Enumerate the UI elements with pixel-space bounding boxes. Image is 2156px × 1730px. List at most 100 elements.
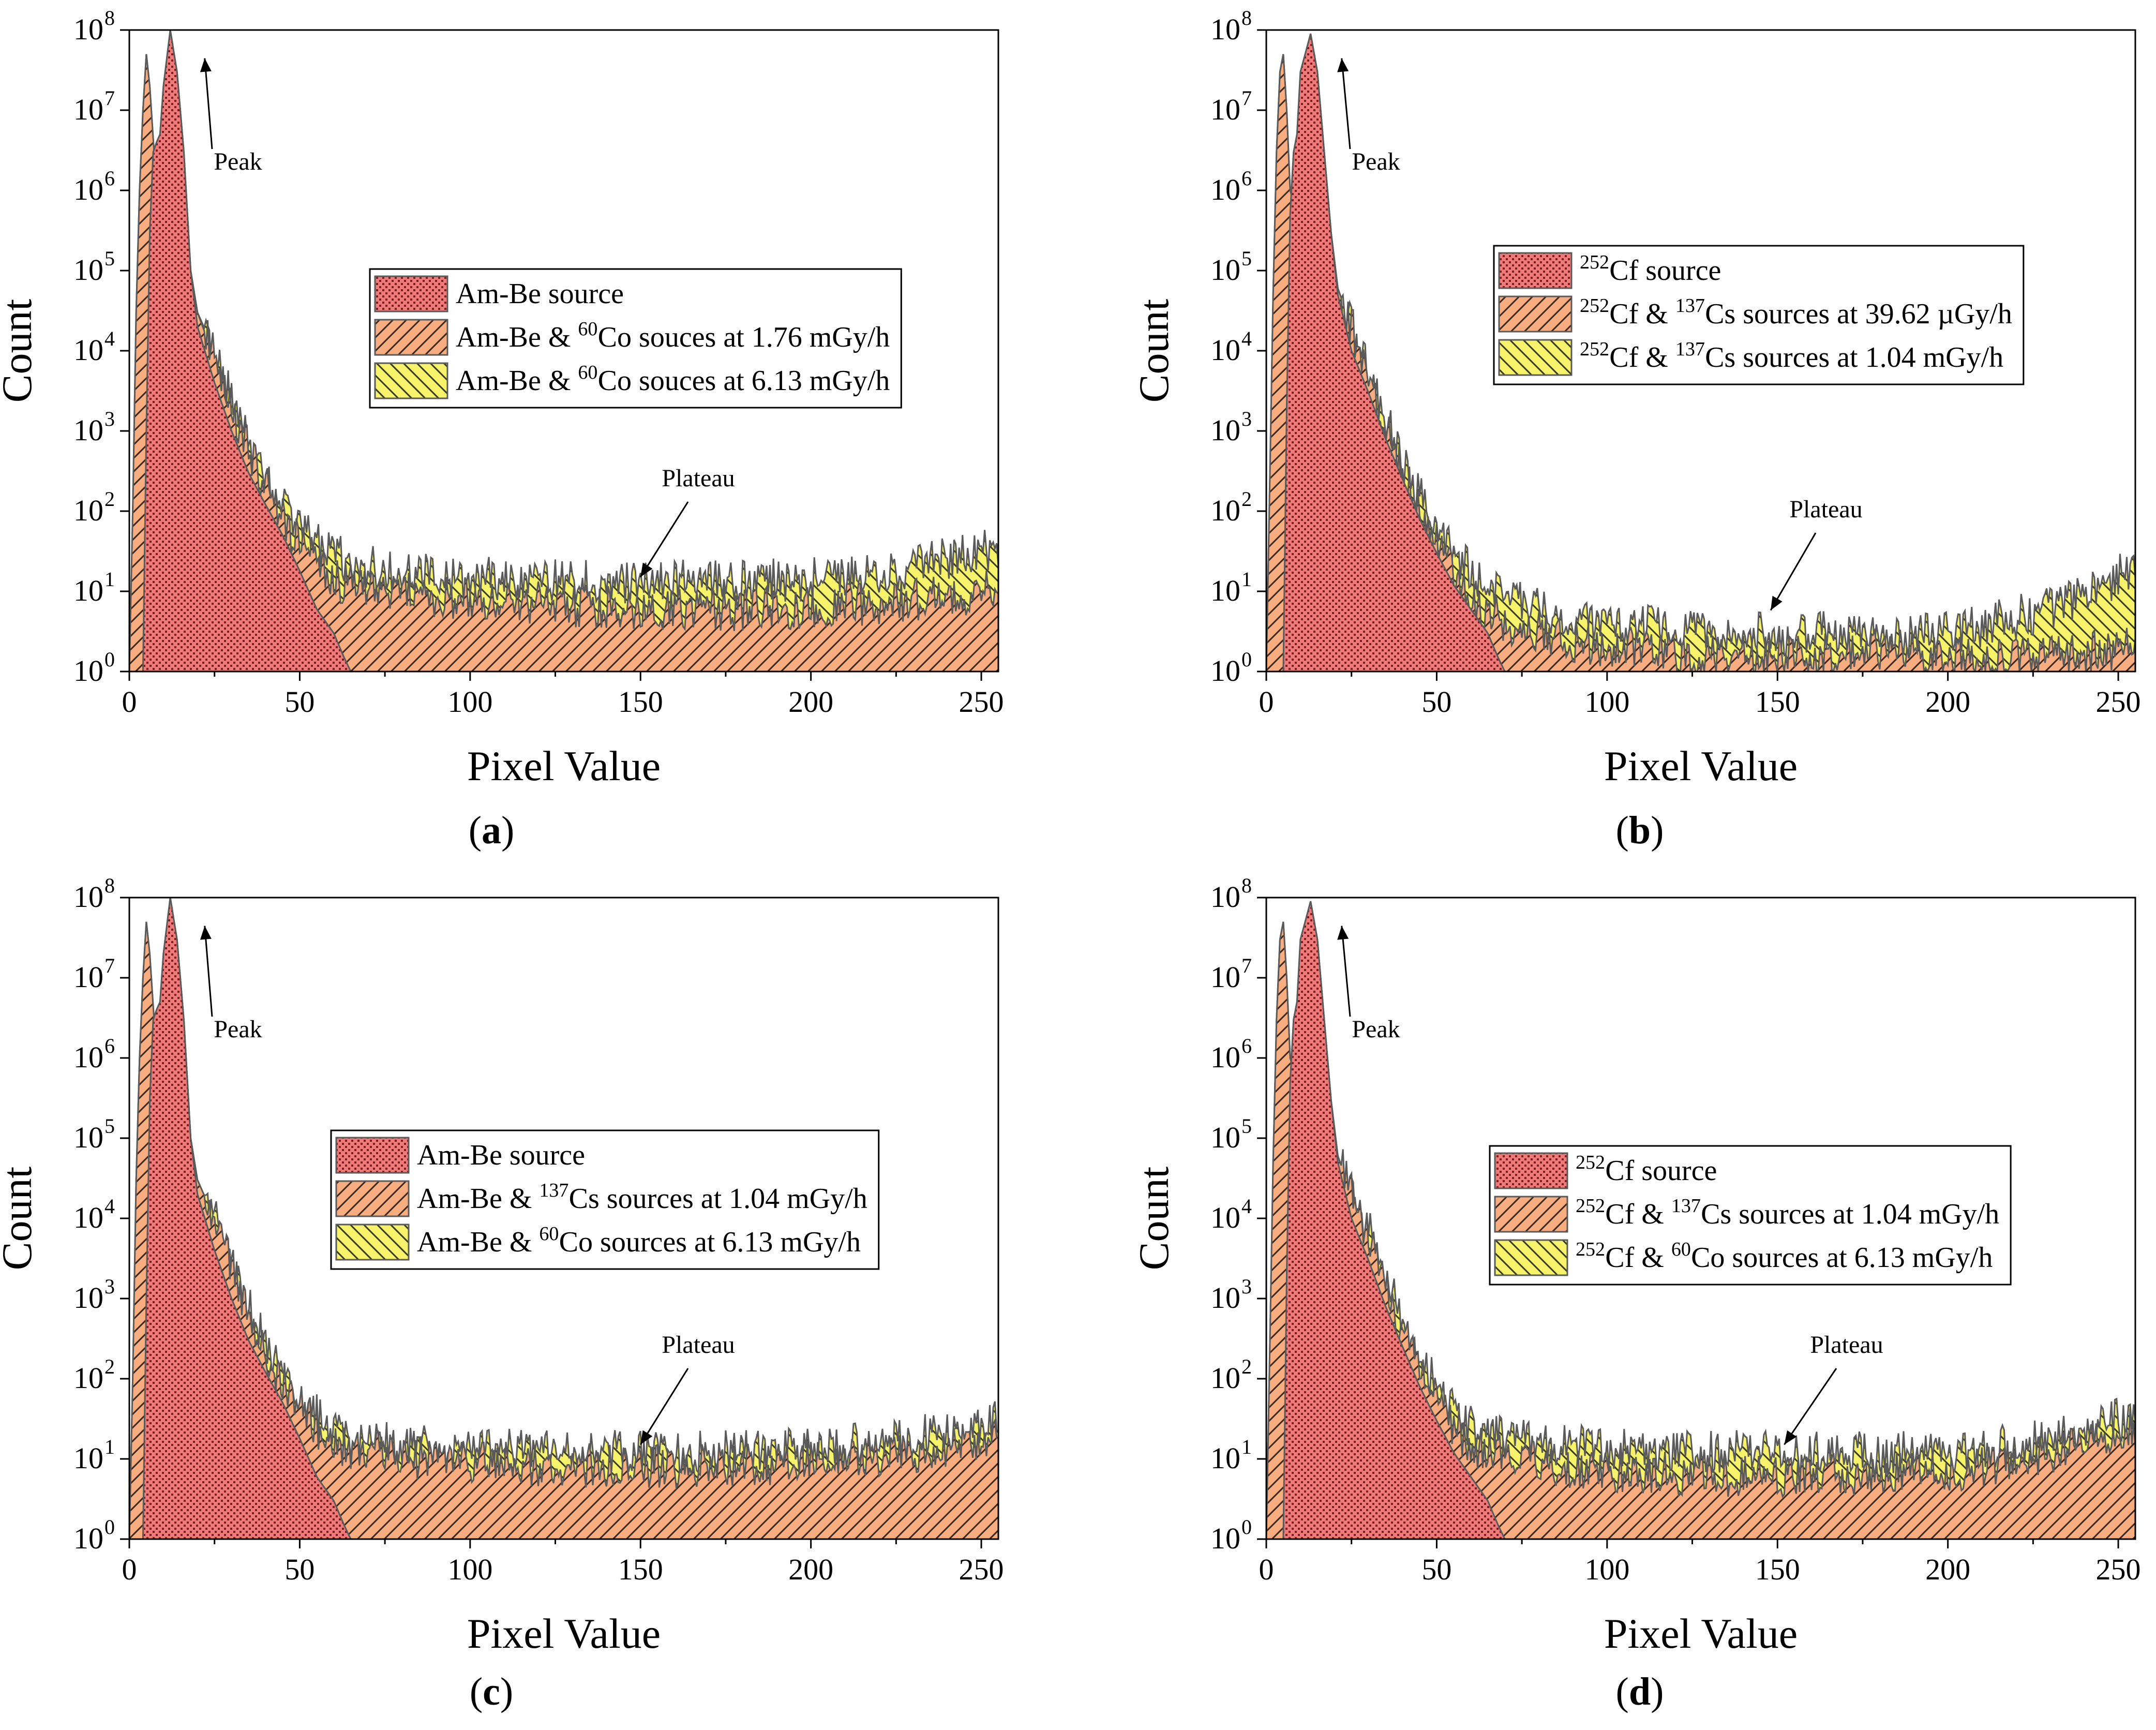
y-tick-label: 10 [1210,93,1240,126]
y-tick-label: 10 [1210,1361,1240,1395]
y-tick-label: 10 [73,654,103,688]
peak-arrowhead [1337,926,1349,940]
plateau-label: Plateau [662,1331,735,1359]
x-tick-label: 150 [618,1553,663,1586]
plateau-annotation: Plateau [1784,1331,1883,1445]
x-tick-label: 50 [285,1553,315,1586]
x-axis-label: Pixel Value [1604,742,1798,789]
y-axis-label: Count [1130,299,1177,403]
x-axis-label: Pixel Value [467,1610,661,1657]
y-tick-exponent: 3 [1241,1275,1252,1298]
y-tick-exponent: 1 [1241,1435,1252,1458]
y-tick-label: 10 [1210,1121,1240,1154]
y-tick-label: 10 [1210,333,1240,367]
y-tick-label: 10 [1210,654,1240,688]
y-tick-label: 10 [73,173,103,206]
plateau-arrow [639,501,689,578]
legend-swatch [374,275,448,312]
peak-label: Peak [1352,1016,1400,1043]
y-tick-label: 10 [73,960,103,994]
y-tick-label: 10 [1210,1441,1240,1475]
y-tick-exponent: 3 [104,407,115,430]
legend: Am-Be source Am-Be & 60 Co souces at 1.76… [369,268,902,409]
y-tick-exponent: 0 [104,648,115,671]
y-tick-exponent: 7 [104,86,115,110]
peak-arrowhead [200,58,212,72]
y-tick-exponent: 6 [104,167,115,190]
y-tick-label: 10 [73,1281,103,1315]
y-tick-label: 10 [73,494,103,527]
y-axis-label: Count [0,1167,40,1271]
x-tick-label: 150 [1755,1553,1800,1586]
legend: 252 Cf source 252 Cf & 137 Cs sources at … [1489,1145,2012,1286]
legend-entry: 252 Cf & 137 Cs sources at 1.04 mGy/h [1576,1195,1999,1230]
legend-entry: Am-Be source [417,1139,585,1171]
y-tick-label: 10 [73,333,103,367]
y-tick-label: 10 [1210,413,1240,447]
y-tick-exponent: 6 [1241,1034,1252,1057]
y-tick-label: 10 [1210,253,1240,287]
plateau-annotation: Plateau [639,465,735,578]
x-tick-label: 0 [122,685,137,719]
peak-label: Peak [214,148,262,175]
y-tick-exponent: 8 [104,6,115,29]
plateau-annotation: Plateau [639,1331,735,1445]
y-tick-label: 10 [73,880,103,914]
y-tick-label: 10 [73,574,103,607]
peak-arrowhead [1337,58,1349,72]
x-tick-label: 200 [788,1553,833,1586]
y-tick-exponent: 5 [104,247,115,270]
y-tick-label: 10 [1210,173,1240,206]
y-tick-label: 10 [73,1121,103,1154]
plateau-arrow [639,1368,689,1445]
x-tick-label: 150 [1755,685,1800,719]
y-tick-exponent: 1 [104,568,115,591]
y-tick-label: 10 [1210,574,1240,607]
y-tick-exponent: 0 [1241,648,1252,671]
legend-entry: 252 Cf & 60 Co sources at 6.13 mGy/h [1576,1239,1993,1274]
y-tick-exponent: 1 [1241,568,1252,591]
legend-swatch [374,362,448,399]
peak-annotation: Peak [1337,926,1400,1043]
plateau-arrowhead [1771,595,1783,610]
plateau-arrowhead [640,562,653,577]
legend-swatch [1494,1239,1568,1276]
panel-label: (a) [469,809,515,852]
peak-arrow [1341,58,1351,150]
legend-box [1489,1145,2012,1286]
peak-arrowhead [200,926,212,940]
plateau-arrowhead [640,1430,653,1445]
legend-swatch [1494,1152,1568,1189]
x-tick-label: 100 [447,685,492,719]
plateau-label: Plateau [1810,1331,1883,1359]
x-tick-label: 0 [1259,1553,1274,1586]
legend-entry: Am-Be & 60 Co sources at 6.13 mGy/h [417,1223,861,1258]
y-tick-exponent: 2 [104,1355,115,1378]
x-tick-label: 100 [1584,685,1629,719]
peak-arrow [204,58,213,150]
y-tick-label: 10 [1210,1040,1240,1074]
x-tick-label: 50 [1421,685,1451,719]
legend-entry: 252 Cf & 137 Cs sources at 39.62 µGy/h [1580,295,2012,330]
y-tick-exponent: 4 [104,327,115,350]
y-tick-exponent: 3 [104,1275,115,1298]
panel-label: (c) [470,1670,513,1713]
plateau-arrow [1784,1368,1837,1445]
legend-swatch [335,1180,410,1217]
x-axis-label: Pixel Value [1604,1610,1798,1657]
peak-label: Peak [1352,148,1400,175]
panel-label: (b) [1616,809,1664,852]
y-tick-label: 10 [1210,494,1240,527]
y-tick-exponent: 3 [1241,407,1252,430]
legend: 252 Cf source 252 Cf & 137 Cs sources at … [1493,245,2025,385]
series-area-1 [142,898,352,1539]
y-tick-exponent: 7 [1241,954,1252,977]
y-tick-label: 10 [73,93,103,126]
peak-annotation: Peak [200,58,262,175]
x-tick-label: 150 [618,685,663,719]
x-tick-label: 250 [959,685,1004,719]
y-tick-label: 10 [73,253,103,287]
